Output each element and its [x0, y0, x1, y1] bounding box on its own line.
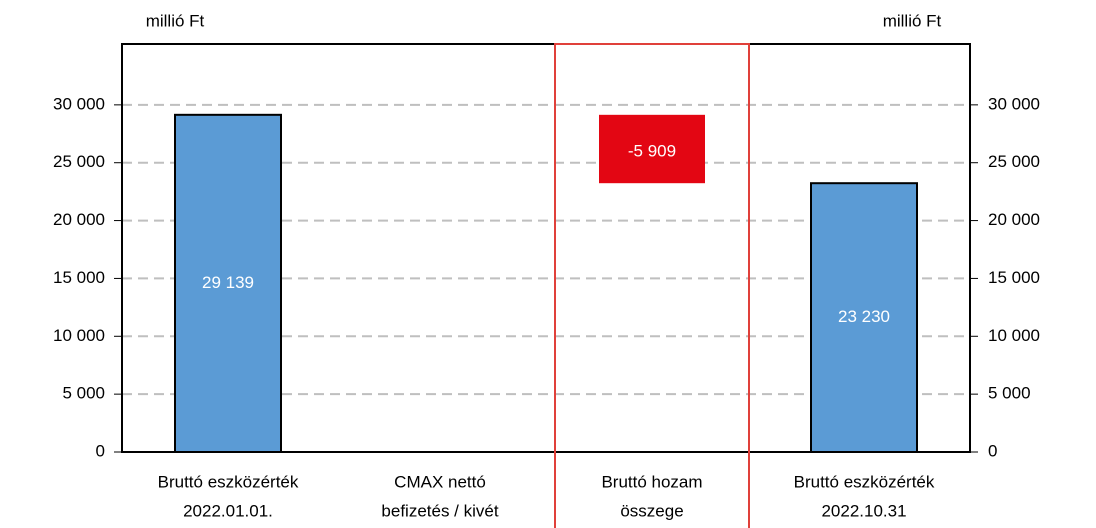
x-tick-label: 2022.10.31 [821, 501, 906, 520]
y-tick-label: 15 000 [53, 268, 105, 287]
y2-axis-label: millió Ft [883, 11, 942, 30]
value-label: -5 909 [628, 141, 676, 160]
y2-tick-label: 30 000 [988, 94, 1040, 113]
x-tick-label: Bruttó eszközérték [158, 472, 299, 491]
x-tick-label: Bruttó hozam [601, 472, 702, 491]
highlight-frame [554, 43, 750, 528]
y2-tick-label: 0 [988, 441, 997, 460]
y-tick-label: 5 000 [62, 384, 105, 403]
y-tick-label: 25 000 [53, 152, 105, 171]
value-label: 29 139 [202, 273, 254, 292]
y2-tick-label: 10 000 [988, 326, 1040, 345]
bar [599, 114, 705, 184]
y-axis-label: millió Ft [146, 11, 205, 30]
y2-tick-label: 5 000 [988, 384, 1031, 403]
x-tick-label: CMAX nettó [394, 472, 486, 491]
y-tick-label: 0 [96, 441, 105, 460]
bar [174, 113, 282, 454]
plot-frame [121, 43, 971, 453]
y-tick-label: 30 000 [53, 94, 105, 113]
y2-tick-label: 25 000 [988, 152, 1040, 171]
y2-tick-label: 20 000 [988, 210, 1040, 229]
y2-tick-label: 15 000 [988, 268, 1040, 287]
value-label: 23 230 [838, 307, 890, 326]
x-tick-label: 2022.01.01. [183, 501, 273, 520]
x-tick-label: Bruttó eszközérték [794, 472, 935, 491]
y-tick-label: 20 000 [53, 210, 105, 229]
x-tick-label: összege [620, 501, 683, 520]
y-tick-label: 10 000 [53, 326, 105, 345]
bar [810, 182, 918, 453]
x-tick-label: befizetés / kivét [381, 501, 498, 520]
